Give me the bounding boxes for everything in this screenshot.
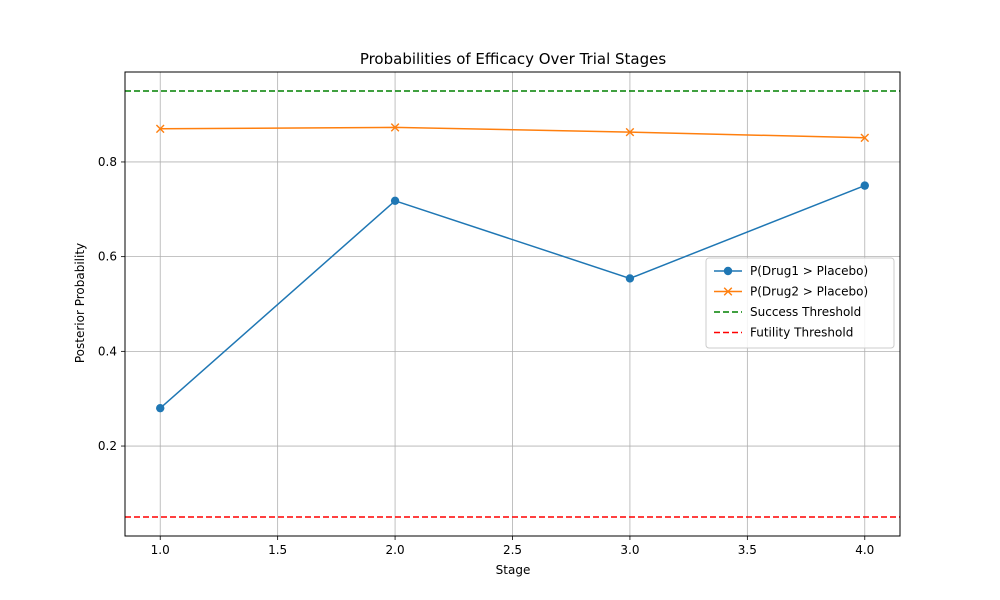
y-tick-label: 0.4 — [98, 344, 117, 358]
data-series — [155, 123, 870, 413]
x-tick-label: 3.0 — [620, 543, 639, 557]
x-tick-label: 3.5 — [738, 543, 757, 557]
x-tick-label: 2.0 — [386, 543, 405, 557]
series-2-point — [860, 133, 870, 143]
series-1-point — [390, 196, 400, 205]
series-1-point — [156, 403, 165, 413]
series-1-point — [860, 181, 869, 190]
legend-marker — [723, 266, 733, 276]
legend-box — [705, 257, 895, 349]
chart-title: Probabilities of Efficacy Over Trial Sta… — [360, 50, 667, 68]
series-1-line — [159, 184, 866, 409]
series-2-point — [625, 127, 635, 137]
threshold-lines — [125, 90, 900, 518]
x-axis-label: Stage — [496, 563, 531, 577]
y-tick-label: 0.2 — [98, 439, 117, 453]
x-tick-label: 1.0 — [151, 543, 170, 557]
series-1-point — [625, 274, 635, 283]
legend-label: Success Threshold — [750, 305, 861, 319]
x-tick-label: 2.5 — [503, 543, 522, 557]
x-axis-ticks: 1.0 1.5 2.0 2.5 3.0 3.5 4.0 — [151, 536, 874, 557]
legend-label: P(Drug2 > Placebo) — [750, 285, 868, 299]
legend-label: P(Drug1 > Placebo) — [750, 264, 868, 278]
y-tick-label: 0.8 — [98, 155, 117, 169]
legend-marker — [723, 287, 733, 296]
series-2-point — [155, 124, 165, 134]
legend-label: Futility Threshold — [750, 326, 853, 340]
series-2-line — [160, 126, 865, 139]
x-tick-label: 4.0 — [855, 543, 874, 557]
y-axis-label: Posterior Probability — [73, 243, 87, 363]
x-tick-label: 1.5 — [268, 543, 287, 557]
y-tick-label: 0.6 — [98, 250, 117, 264]
y-axis-ticks: 0.2 0.4 0.6 0.8 — [98, 155, 125, 453]
legend: P(Drug1 > Placebo) P(Drug2 > Placebo) Succ… — [705, 257, 895, 349]
series-2-point — [390, 123, 400, 132]
